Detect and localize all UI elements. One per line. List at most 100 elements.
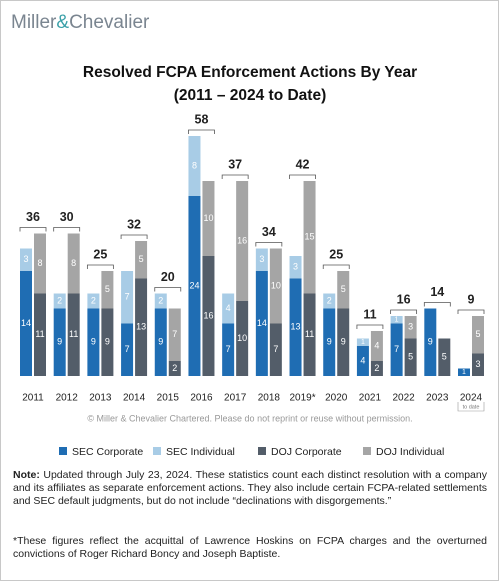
bar-segment: [303, 181, 316, 294]
bar-segment: [255, 248, 268, 271]
segment-label: 9: [428, 337, 433, 347]
segment-label: 8: [192, 160, 197, 170]
segment-label: 4: [374, 340, 379, 350]
bar-segment: [101, 308, 114, 376]
segment-label: 10: [237, 333, 247, 343]
segment-label: 7: [273, 344, 278, 354]
bar-segment: [289, 278, 302, 376]
bar-segment: [236, 181, 249, 301]
segment-label: 1: [361, 339, 365, 346]
bar-segment: [424, 308, 437, 376]
bar-segment: [337, 271, 350, 309]
bar-segment: [269, 323, 282, 376]
bar-segment: [20, 248, 32, 271]
x-tick-label: 2023: [426, 393, 449, 404]
total-label: 9: [468, 292, 475, 306]
segment-label: 9: [327, 337, 332, 347]
bar-segment: [135, 278, 148, 376]
legend-swatch: [59, 447, 67, 455]
brand-part: Miller: [11, 12, 57, 33]
bar-segment: [121, 271, 134, 324]
segment-label: 7: [172, 329, 177, 339]
total-bracket: [356, 324, 384, 329]
bar-segment: [356, 346, 369, 376]
total-bracket: [86, 264, 114, 269]
bar-segment: [289, 256, 302, 279]
bar-segment: [53, 308, 66, 376]
bar-segment: [370, 331, 383, 361]
total-bracket: [255, 242, 283, 247]
x-tick-label: 2019*: [289, 393, 315, 404]
segment-label: 2: [172, 363, 177, 373]
segment-label: 9: [158, 337, 163, 347]
segment-label: 3: [293, 262, 298, 272]
bar-segment: [222, 293, 235, 324]
copyright: © Miller & Chevalier Chartered. Please d…: [87, 413, 412, 423]
segment-label: 2: [374, 363, 379, 373]
segment-label: 2: [57, 295, 62, 305]
segment-label: 11: [35, 329, 44, 339]
bar-segment: [255, 271, 268, 376]
segment-label: 14: [21, 318, 31, 328]
note-label: Note:: [13, 469, 40, 481]
total-bracket: [322, 264, 350, 269]
chart-subtitle: (2011 – 2024 to Date): [174, 87, 327, 104]
bar-segment: [323, 293, 336, 309]
bar-segment: [188, 136, 201, 196]
bar-segment: [472, 316, 484, 354]
brand: Miller&Chevalier: [11, 12, 150, 33]
segment-label: 5: [341, 284, 346, 294]
bar-segment: [34, 293, 46, 376]
bar-segment: [154, 293, 167, 309]
bar-segment: [337, 308, 350, 376]
bar-segment: [53, 293, 66, 309]
segment-label: 7: [226, 344, 231, 354]
x-tick-label: 2022: [392, 393, 415, 404]
note: Note: Updated through July 23, 2024. The…: [13, 469, 487, 508]
bar-segment: [404, 338, 417, 376]
legend-label: SEC Individual: [166, 446, 235, 458]
bar-segment: [438, 338, 451, 376]
segment-label: 13: [136, 322, 146, 332]
segment-label: 11: [69, 329, 78, 339]
segment-label: 16: [203, 310, 213, 320]
total-label: 16: [397, 292, 411, 306]
segment-label: 3: [475, 359, 480, 369]
total-label: 37: [228, 157, 242, 171]
segment-label: 1: [462, 369, 466, 376]
legend-label: DOJ Individual: [376, 446, 444, 458]
total-label: 58: [195, 112, 209, 126]
segment-label: 24: [189, 280, 199, 290]
segment-label: 5: [408, 352, 413, 362]
legend-label: DOJ Corporate: [271, 446, 342, 458]
bar-segment: [188, 196, 201, 376]
total-bracket: [53, 227, 81, 232]
bar-segment: [269, 248, 282, 324]
x-tick-label: 2016: [190, 393, 213, 404]
bar-segment: [87, 308, 100, 376]
segment-label: 4: [226, 303, 231, 313]
legend-label: SEC Corporate: [72, 446, 143, 458]
total-bracket: [423, 302, 451, 307]
segment-label: 9: [91, 337, 96, 347]
x-tick-label: 2014: [123, 393, 146, 404]
segment-label: 2: [158, 295, 163, 305]
bar-segment: [404, 316, 417, 339]
bar-segment: [472, 353, 484, 376]
chart-title: Resolved FCPA Enforcement Actions By Yea…: [83, 64, 417, 81]
segment-label: 15: [305, 232, 315, 242]
bar-segment: [154, 308, 167, 376]
segment-label: 9: [341, 337, 346, 347]
total-bracket: [390, 309, 418, 314]
total-label: 36: [26, 210, 40, 224]
total-bracket: [289, 174, 316, 179]
bar-segment: [370, 361, 383, 376]
legend-swatch: [258, 447, 266, 455]
bar-segment: [87, 293, 100, 309]
total-bracket: [19, 227, 47, 232]
segment-label: 10: [203, 213, 213, 223]
bar-segment: [34, 233, 46, 294]
bar-segment: [121, 323, 134, 376]
